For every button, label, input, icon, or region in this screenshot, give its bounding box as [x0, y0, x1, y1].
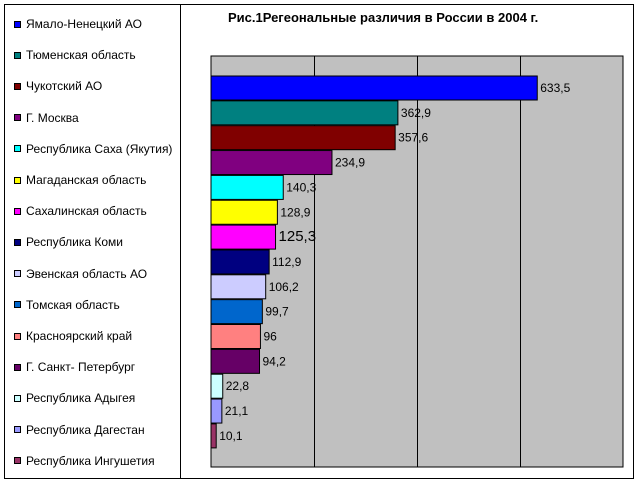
data-labels: 633,5 362,9 357,6 234,9 140,3 128,9 125,3 112,9… [219, 81, 570, 443]
data-label-10: 96 [263, 330, 277, 344]
data-label-8: 106,2 [269, 280, 299, 294]
legend-swatch [14, 207, 21, 215]
legend-item-13: Республика Дагестан [14, 423, 145, 437]
bar-4 [210, 174, 284, 200]
legend-label: Республика Дагестан [26, 422, 145, 437]
bar-13 [210, 398, 223, 424]
legend-swatch [14, 51, 21, 59]
data-label-14: 10,1 [219, 429, 243, 443]
legend-label: Республика Коми [26, 235, 123, 250]
legend-swatch [14, 394, 21, 402]
bar-8 [210, 274, 267, 300]
data-label-12: 22,8 [226, 379, 250, 393]
legend-swatch [14, 114, 21, 122]
legend-label: Г. Москва [26, 110, 79, 125]
legend-swatch [14, 82, 21, 90]
data-label-11: 94,2 [263, 354, 287, 368]
data-label-5: 128,9 [280, 205, 310, 219]
legend-label: Красноярский край [26, 329, 133, 343]
legend-item-10: Красноярский край [14, 329, 132, 343]
data-label-7: 112,9 [272, 255, 301, 269]
legend-swatch [14, 301, 21, 309]
data-label-2: 357,6 [398, 131, 428, 145]
data-label-0: 633,5 [540, 81, 570, 95]
legend-label: Чукотский АО [26, 79, 103, 94]
legend-item-5: Магаданская область [14, 173, 146, 187]
legend-item-4: Республика Саха (Якутия) [14, 142, 172, 156]
legend-label: Сахалинская область [26, 204, 147, 219]
bar-2 [210, 125, 396, 151]
bar-6 [210, 224, 277, 250]
legend-swatch [14, 457, 21, 465]
data-label-13: 21,1 [225, 404, 249, 418]
bar-14 [210, 423, 217, 449]
bar-7 [210, 249, 270, 275]
data-label-1: 362,9 [401, 106, 431, 120]
legend-label: Республика Ингушетия [26, 453, 155, 468]
legend-item-1: Тюменская область [14, 48, 136, 62]
legend-label: Эвенская область АО [26, 266, 148, 281]
bar-5 [210, 199, 278, 225]
bar-10 [210, 324, 261, 349]
legend-swatch [14, 176, 21, 184]
legend-swatch [14, 270, 21, 278]
legend-label: Г. Санкт- Петербург [26, 360, 136, 375]
data-label-6: 125,3 [279, 228, 317, 245]
legend-label: Тюменская область [26, 48, 136, 63]
legend-item-8: Эвенская область АО [14, 267, 147, 281]
legend-label: Томская область [26, 297, 120, 312]
legend-item-3: Г. Москва [14, 111, 79, 125]
bar-3 [210, 150, 333, 176]
legend-swatch [14, 145, 21, 153]
bar-12 [210, 373, 224, 399]
data-label-3: 234,9 [335, 156, 365, 170]
legend-label: Ямало-Ненецкий АО [26, 17, 142, 31]
legend-swatch [14, 332, 21, 340]
legend-item-9: Томская область [14, 298, 120, 312]
legend-swatch [14, 20, 21, 28]
bar-11 [210, 348, 261, 374]
legend-item-6: Сахалинская область [14, 204, 147, 218]
chart-title: Рис.1Регеональные различия в России в 20… [228, 10, 539, 25]
bar-0 [210, 75, 538, 101]
bars [210, 75, 538, 449]
data-label-4: 140,3 [286, 180, 316, 194]
legend-item-14: Республика Ингушетия [14, 454, 155, 468]
bar-9 [210, 299, 263, 325]
data-label-9: 99,7 [265, 305, 289, 319]
legend: Ямало-Ненецкий АО Тюменская область Чукотс… [4, 4, 181, 479]
legend-item-12: Республика Адыгея [14, 391, 135, 405]
bar-1 [210, 100, 399, 126]
legend-item-0: Ямало-Ненецкий АО [14, 17, 142, 31]
legend-item-2: Чукотский АО [14, 79, 102, 93]
legend-label: Республика Саха (Якутия) [26, 141, 173, 156]
legend-swatch [14, 426, 21, 434]
legend-swatch [14, 363, 21, 371]
legend-item-7: Республика Коми [14, 235, 123, 249]
legend-item-11: Г. Санкт- Петербург [14, 360, 135, 374]
legend-swatch [14, 238, 21, 246]
legend-label: Республика Адыгея [26, 391, 136, 406]
legend-label: Магаданская область [26, 173, 147, 187]
